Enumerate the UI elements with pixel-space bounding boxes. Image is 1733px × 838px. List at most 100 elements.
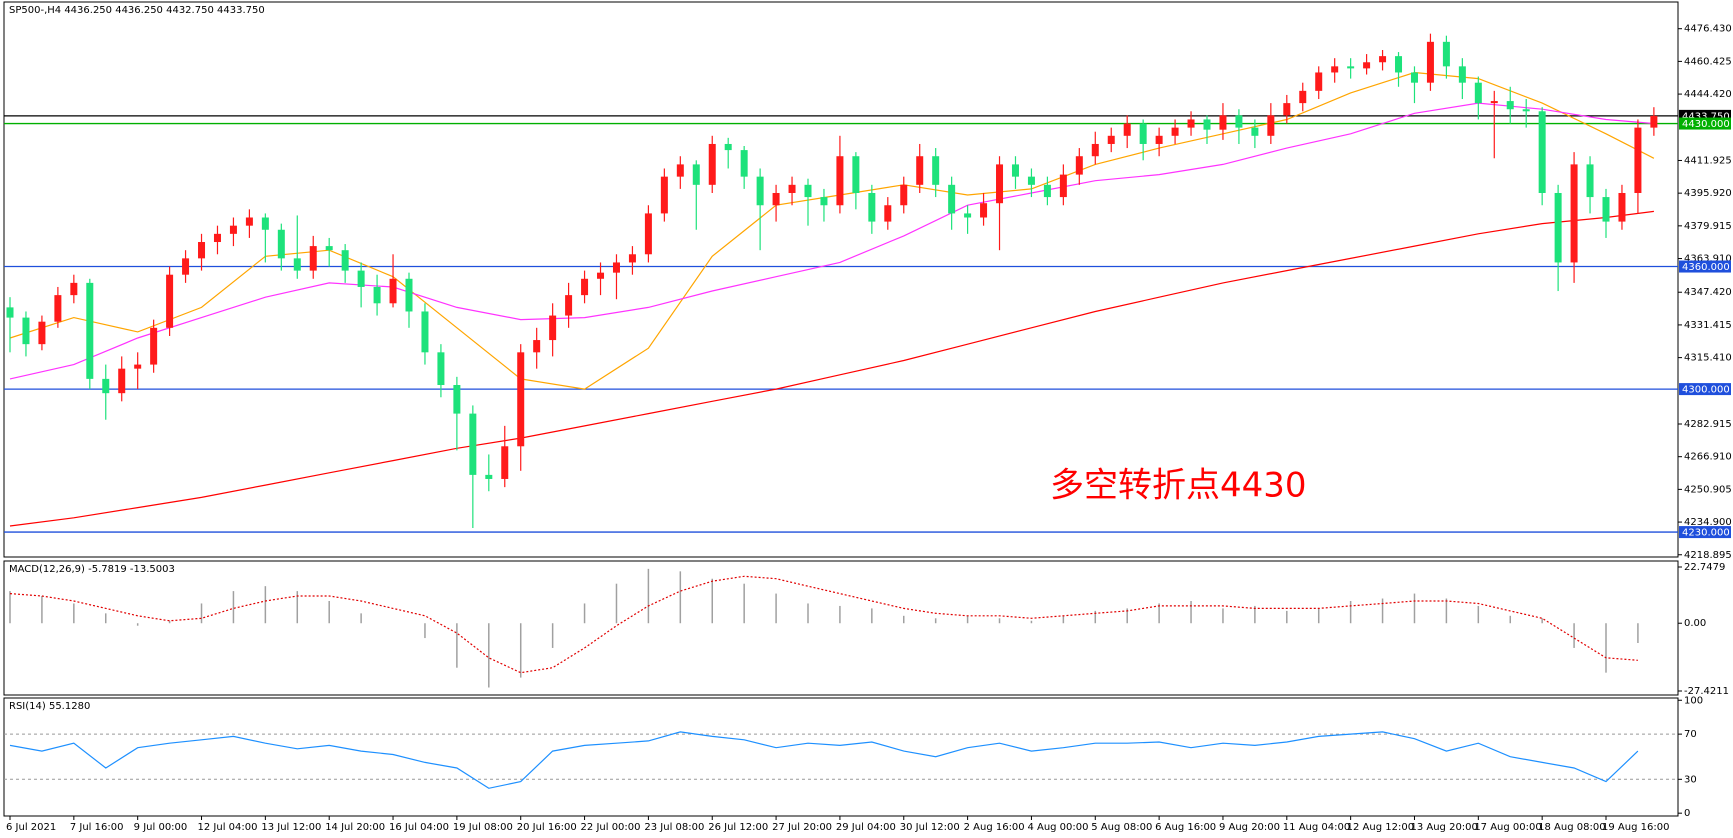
candle-body: [756, 176, 764, 206]
x-tick-label: 29 Jul 04:00: [836, 822, 896, 833]
y-tick-label: 4444.420: [1684, 89, 1732, 100]
x-tick-label: 30 Jul 12:00: [900, 822, 960, 833]
candle-body: [644, 213, 652, 255]
y-tick-label: 4347.420: [1684, 287, 1732, 298]
candle-body: [1107, 135, 1115, 144]
panel-frame: [3, 697, 1679, 817]
x-tick-label: 5 Aug 08:00: [1091, 822, 1152, 833]
candle-body: [1315, 72, 1323, 91]
panel-frame: [3, 560, 1679, 696]
x-tick-label: 16 Jul 04:00: [389, 822, 449, 833]
panel-title: RSI(14) 55.1280: [9, 701, 90, 712]
candle-body: [1171, 127, 1179, 136]
x-tick-label: 27 Jul 20:00: [772, 822, 832, 833]
candle-body: [1634, 127, 1642, 193]
x-tick-label: 17 Aug 00:00: [1474, 822, 1541, 833]
x-tick-label: 26 Jul 12:00: [708, 822, 768, 833]
y-tick-label: 30: [1684, 774, 1697, 785]
candle-body: [1442, 41, 1450, 67]
x-tick-label: 20 Jul 16:00: [517, 822, 577, 833]
y-tick-label: 4218.895: [1684, 550, 1732, 561]
candle-body: [1395, 56, 1403, 73]
candle-body: [134, 364, 142, 369]
candle-body: [421, 311, 429, 353]
candle-body: [676, 164, 684, 177]
candle-body: [373, 286, 381, 304]
candle-body: [118, 368, 126, 394]
candle-body: [1602, 197, 1610, 222]
candle-body: [724, 143, 732, 151]
candle-body: [102, 378, 110, 394]
candle-body: [1091, 143, 1099, 157]
candle-body: [1554, 192, 1562, 263]
candle-body: [581, 278, 589, 296]
candle-body: [772, 192, 780, 206]
candle-body: [86, 282, 94, 379]
price-level-tag: [1679, 383, 1731, 396]
price-level-label: 4300.000: [1682, 385, 1730, 396]
candle-body: [1267, 115, 1275, 136]
y-tick-label: 4460.425: [1684, 56, 1732, 67]
candle-body: [900, 184, 908, 206]
candle-body: [405, 278, 413, 312]
candle-body: [1379, 56, 1387, 63]
x-tick-label: 23 Jul 08:00: [644, 822, 704, 833]
x-tick-label: 9 Aug 20:00: [1219, 822, 1280, 833]
candle-body: [1347, 66, 1355, 69]
candle-body: [501, 446, 509, 479]
candle-body: [1331, 66, 1339, 73]
y-tick-label: 4363.910: [1684, 254, 1732, 265]
candle-body: [54, 295, 62, 322]
x-tick-label: 22 Jul 00:00: [581, 822, 641, 833]
candle-body: [1538, 111, 1546, 193]
candle-body: [612, 262, 620, 273]
x-tick-label: 6 Aug 16:00: [1155, 822, 1216, 833]
candle-body: [1458, 66, 1466, 83]
candle-body: [453, 385, 461, 414]
y-tick-label: 70: [1684, 729, 1697, 740]
candle-body: [852, 156, 860, 193]
y-tick-label: -27.4211: [1684, 686, 1729, 697]
candle-body: [1251, 127, 1259, 136]
candle-body: [1426, 41, 1434, 83]
candle-body: [6, 307, 14, 318]
candle-body: [660, 176, 668, 214]
candle-body: [820, 197, 828, 206]
x-tick-label: 13 Jul 12:00: [261, 822, 321, 833]
candle-body: [325, 246, 333, 251]
x-tick-label: 18 Aug 08:00: [1538, 822, 1605, 833]
candle-body: [868, 192, 876, 222]
candle-body: [38, 321, 46, 345]
price-level-tag: [1679, 117, 1731, 130]
x-tick-label: 19 Aug 16:00: [1602, 822, 1669, 833]
candle-body: [517, 352, 525, 447]
candle-body: [70, 282, 78, 296]
candle-body: [22, 317, 30, 345]
candle-body: [565, 295, 573, 316]
panel-title: MACD(12,26,9) -5.7819 -13.5003: [9, 564, 175, 575]
candle-body: [1075, 156, 1083, 175]
candle-body: [1123, 123, 1131, 136]
candle-body: [1203, 119, 1211, 130]
price-level-tag: [1679, 526, 1731, 539]
x-tick-label: 12 Aug 12:00: [1347, 822, 1414, 833]
candle-body: [1506, 101, 1514, 110]
candle-body: [245, 217, 253, 226]
candle-body: [996, 164, 1004, 204]
candle-body: [261, 217, 269, 230]
candle-body: [884, 205, 892, 222]
y-tick-label: 4250.905: [1684, 484, 1732, 495]
x-tick-label: 12 Jul 04:00: [198, 822, 258, 833]
y-tick-label: 0.00: [1684, 618, 1706, 629]
panel-title: SP500-,H4 4436.250 4436.250 4432.750 443…: [9, 5, 265, 16]
candle-body: [597, 272, 605, 279]
x-tick-label: 6 Jul 2021: [6, 822, 56, 833]
x-tick-label: 14 Jul 20:00: [325, 822, 385, 833]
candle-body: [1474, 82, 1482, 104]
candle-body: [1011, 164, 1019, 177]
candle-body: [1235, 115, 1243, 128]
candle-body: [1299, 90, 1307, 104]
y-tick-label: 4282.915: [1684, 419, 1732, 430]
